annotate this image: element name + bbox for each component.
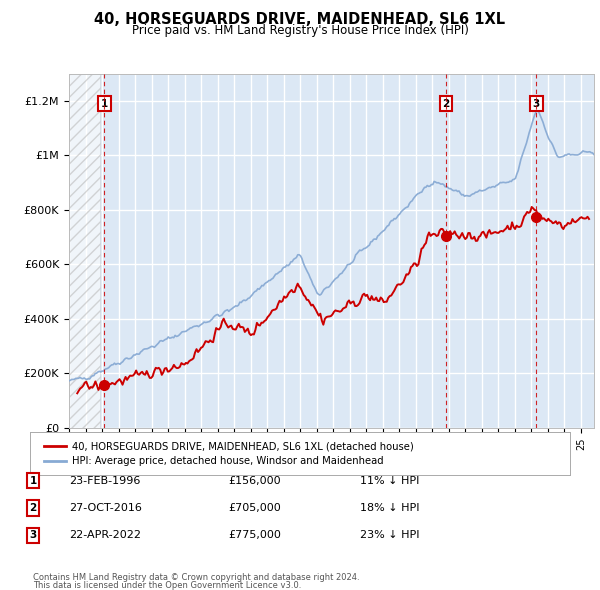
Text: Contains HM Land Registry data © Crown copyright and database right 2024.: Contains HM Land Registry data © Crown c… (33, 572, 359, 582)
Text: 3: 3 (533, 99, 540, 109)
Text: 3: 3 (29, 530, 37, 540)
Text: 23-FEB-1996: 23-FEB-1996 (69, 476, 140, 486)
Text: £775,000: £775,000 (228, 530, 281, 540)
Text: £705,000: £705,000 (228, 503, 281, 513)
Text: 27-OCT-2016: 27-OCT-2016 (69, 503, 142, 513)
Text: 23% ↓ HPI: 23% ↓ HPI (360, 530, 419, 540)
Text: This data is licensed under the Open Government Licence v3.0.: This data is licensed under the Open Gov… (33, 581, 301, 590)
Text: £156,000: £156,000 (228, 476, 281, 486)
Text: 11% ↓ HPI: 11% ↓ HPI (360, 476, 419, 486)
Text: 1: 1 (101, 99, 108, 109)
Text: Price paid vs. HM Land Registry's House Price Index (HPI): Price paid vs. HM Land Registry's House … (131, 24, 469, 37)
Text: 1: 1 (29, 476, 37, 486)
Bar (69, 74, 100, 428)
Text: 18% ↓ HPI: 18% ↓ HPI (360, 503, 419, 513)
Text: 40, HORSEGUARDS DRIVE, MAIDENHEAD, SL6 1XL: 40, HORSEGUARDS DRIVE, MAIDENHEAD, SL6 1… (94, 12, 506, 27)
Text: 2: 2 (442, 99, 449, 109)
Text: 22-APR-2022: 22-APR-2022 (69, 530, 141, 540)
Text: 2: 2 (29, 503, 37, 513)
Legend: 40, HORSEGUARDS DRIVE, MAIDENHEAD, SL6 1XL (detached house), HPI: Average price,: 40, HORSEGUARDS DRIVE, MAIDENHEAD, SL6 1… (40, 437, 418, 470)
